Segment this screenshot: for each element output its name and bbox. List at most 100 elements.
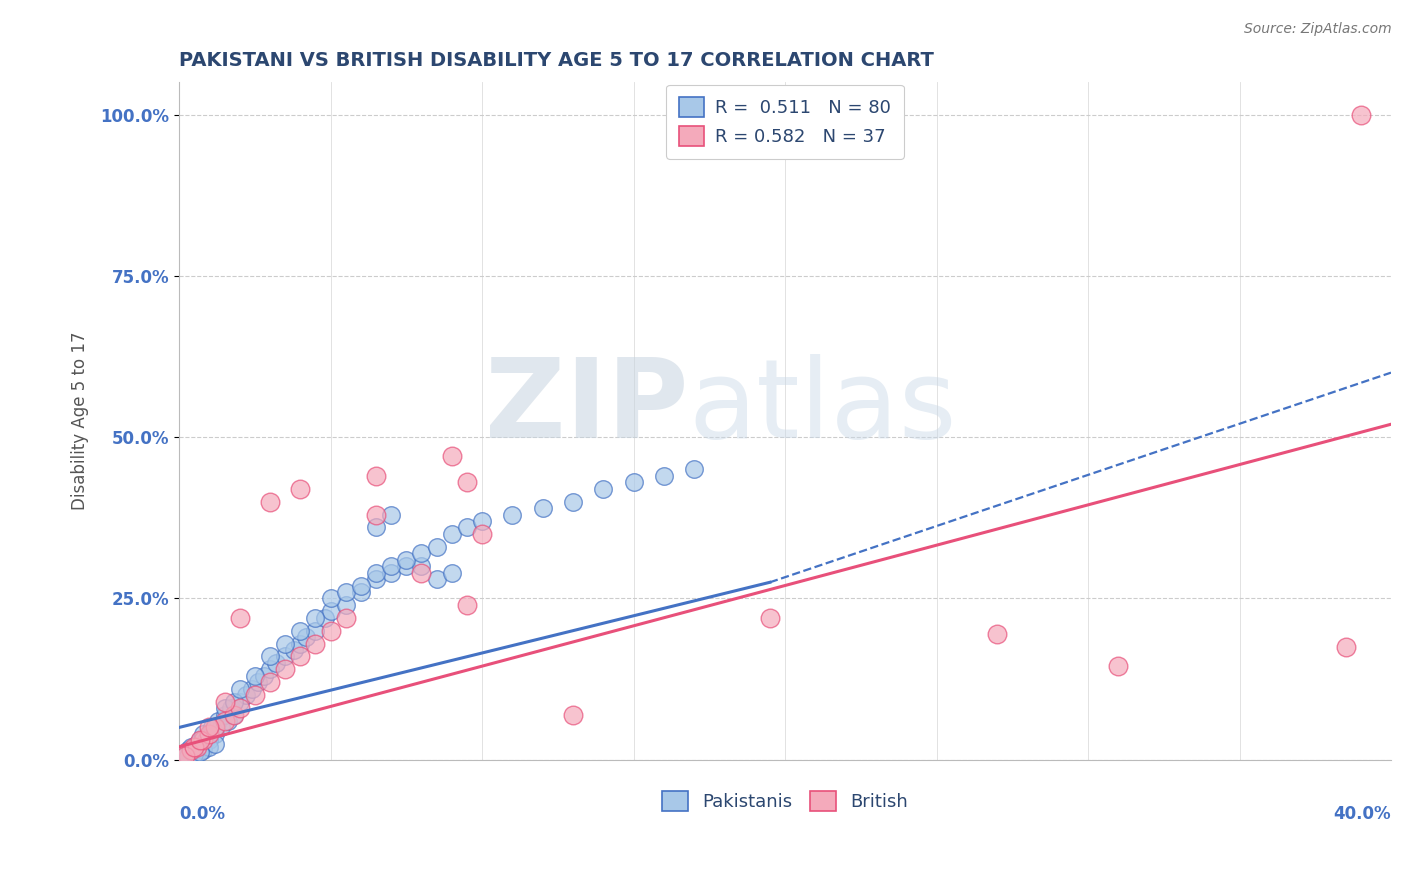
Point <box>592 482 614 496</box>
Point <box>986 627 1008 641</box>
Point <box>259 662 281 676</box>
Point <box>228 681 250 696</box>
Point <box>228 695 250 709</box>
Point <box>235 688 257 702</box>
Point <box>319 624 342 638</box>
Point <box>183 747 205 761</box>
Point <box>411 559 433 574</box>
Point <box>228 611 250 625</box>
Point <box>214 714 236 728</box>
Point <box>183 746 205 760</box>
Point <box>283 643 305 657</box>
Point <box>259 675 281 690</box>
Point <box>204 721 226 735</box>
Point <box>319 604 342 618</box>
Point <box>177 743 200 757</box>
Point <box>198 721 221 735</box>
Point <box>193 733 215 747</box>
Text: ZIP: ZIP <box>485 354 688 461</box>
Point <box>211 721 233 735</box>
Point <box>335 585 357 599</box>
Point <box>364 520 387 534</box>
Point <box>193 739 215 754</box>
Point <box>240 681 263 696</box>
Point <box>264 656 287 670</box>
Point <box>335 611 357 625</box>
Point <box>174 746 197 760</box>
Point <box>319 591 342 606</box>
Point <box>174 749 197 764</box>
Point <box>623 475 645 490</box>
Point <box>198 727 221 741</box>
Point <box>395 552 418 566</box>
Point <box>295 630 318 644</box>
Point <box>364 508 387 522</box>
Point <box>501 508 523 522</box>
Point <box>380 566 402 580</box>
Point <box>253 669 276 683</box>
Point <box>222 707 245 722</box>
Point <box>186 737 208 751</box>
Point <box>290 649 312 664</box>
Point <box>195 733 218 747</box>
Point <box>243 669 266 683</box>
Point <box>222 707 245 722</box>
Point <box>198 727 221 741</box>
Point <box>198 733 221 747</box>
Point <box>304 611 326 625</box>
Point <box>1107 659 1129 673</box>
Point <box>214 707 236 722</box>
Point <box>380 559 402 574</box>
Point <box>193 743 215 757</box>
Point <box>562 494 585 508</box>
Point <box>426 540 449 554</box>
Point <box>471 527 494 541</box>
Point <box>204 721 226 735</box>
Point <box>683 462 706 476</box>
Point <box>456 598 478 612</box>
Point <box>198 739 221 754</box>
Point <box>183 739 205 754</box>
Point <box>193 727 215 741</box>
Point <box>180 747 202 762</box>
Point <box>188 733 211 747</box>
Point <box>274 649 297 664</box>
Point <box>217 714 239 728</box>
Point <box>219 701 242 715</box>
Text: 40.0%: 40.0% <box>1333 805 1391 822</box>
Point <box>259 494 281 508</box>
Point <box>246 675 269 690</box>
Point <box>214 695 236 709</box>
Point <box>456 475 478 490</box>
Point <box>395 559 418 574</box>
Point <box>188 745 211 759</box>
Point <box>335 598 357 612</box>
Point <box>188 733 211 747</box>
Point <box>440 527 463 541</box>
Point <box>364 468 387 483</box>
Point <box>214 701 236 715</box>
Point <box>290 482 312 496</box>
Point <box>204 737 226 751</box>
Point <box>440 450 463 464</box>
Point <box>652 468 675 483</box>
Point <box>259 649 281 664</box>
Point <box>186 739 208 754</box>
Point <box>174 746 197 760</box>
Text: 0.0%: 0.0% <box>179 805 225 822</box>
Text: PAKISTANI VS BRITISH DISABILITY AGE 5 TO 17 CORRELATION CHART: PAKISTANI VS BRITISH DISABILITY AGE 5 TO… <box>179 51 934 70</box>
Point <box>207 714 229 728</box>
Point <box>411 566 433 580</box>
Point <box>562 707 585 722</box>
Point <box>304 624 326 638</box>
Point <box>290 624 312 638</box>
Point <box>350 578 373 592</box>
Point <box>426 572 449 586</box>
Point <box>380 508 402 522</box>
Point <box>759 611 782 625</box>
Point <box>177 748 200 763</box>
Point <box>180 743 202 757</box>
Point <box>222 695 245 709</box>
Point <box>274 636 297 650</box>
Text: atlas: atlas <box>688 354 956 461</box>
